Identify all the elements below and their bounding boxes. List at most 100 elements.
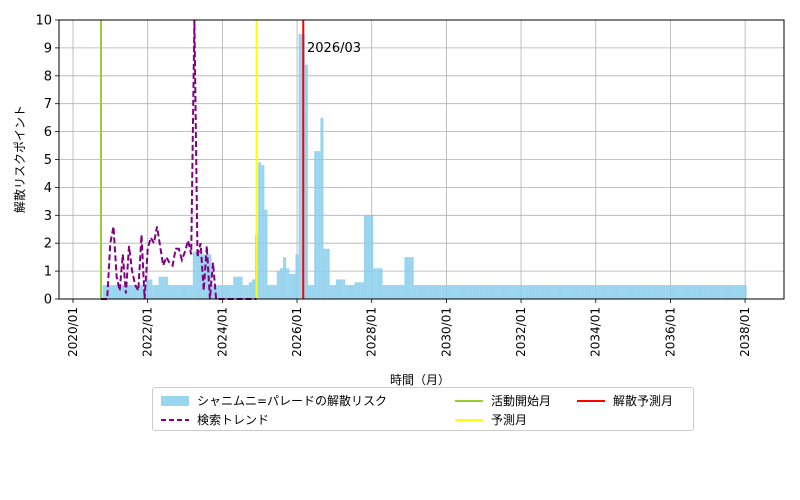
- risk-bar: [615, 285, 620, 299]
- risk-bar: [416, 285, 420, 299]
- risk-bar: [482, 285, 486, 299]
- risk-bar: [286, 268, 290, 299]
- risk-bar: [662, 285, 666, 299]
- risk-bar: [531, 285, 536, 299]
- risk-bar: [619, 285, 623, 299]
- risk-bar: [563, 285, 567, 299]
- legend-label-start: 活動開始月: [491, 394, 552, 408]
- risk-bar: [441, 285, 445, 299]
- risk-bar: [267, 285, 271, 299]
- risk-bar: [715, 285, 719, 299]
- risk-bar: [435, 285, 439, 299]
- risk-bar: [724, 285, 728, 299]
- risk-bar: [432, 285, 436, 299]
- legend-label-risk: シャニムニ=パレードの解散リスク: [197, 394, 388, 408]
- risk-bar: [687, 285, 691, 299]
- risk-bar: [559, 285, 564, 299]
- risk-bar: [522, 285, 526, 299]
- risk-bar: [314, 151, 318, 299]
- risk-bar: [737, 285, 741, 299]
- risk-bar: [230, 285, 234, 299]
- risk-bar: [351, 285, 355, 299]
- risk-bar: [488, 285, 492, 299]
- risk-bar: [525, 285, 529, 299]
- risk-bar: [566, 285, 570, 299]
- risk-bar: [304, 64, 308, 299]
- legend-swatch-forecast: [455, 418, 483, 421]
- risk-bar: [398, 285, 402, 299]
- y-tick-label: 3: [44, 209, 52, 224]
- risk-bar: [283, 257, 287, 299]
- x-tick-label: 2036/01: [663, 307, 677, 357]
- risk-bar: [538, 285, 542, 299]
- risk-bar: [295, 254, 299, 299]
- risk-bar: [102, 285, 106, 299]
- risk-bar: [199, 254, 203, 299]
- risk-bar: [647, 285, 651, 299]
- risk-bar: [220, 285, 224, 299]
- risk-bar: [612, 285, 616, 299]
- risk-bar: [307, 285, 312, 299]
- risk-bar: [360, 282, 364, 299]
- risk-bar: [164, 276, 168, 299]
- risk-bar: [600, 285, 604, 299]
- risk-bar: [146, 279, 150, 299]
- risk-bar: [167, 285, 172, 299]
- risk-bar: [693, 285, 697, 299]
- risk-bar: [248, 282, 252, 299]
- risk-bar: [519, 285, 523, 299]
- risk-bar: [491, 285, 495, 299]
- risk-bar: [485, 285, 489, 299]
- plot-frame: [58, 19, 785, 300]
- legend: シャニムニ=パレードの解散リスク 検索トレンド 活動開始月 予測月 解散予測月: [152, 387, 694, 431]
- legend-item-trend: 検索トレンド: [161, 411, 269, 428]
- risk-bar: [451, 285, 455, 299]
- risk-bar: [388, 285, 392, 299]
- risk-bar: [186, 285, 190, 299]
- risk-bar: [276, 271, 280, 299]
- x-tick-label: 2038/01: [738, 307, 752, 357]
- legend-swatch-trend: [161, 418, 189, 421]
- legend-swatch-start: [455, 399, 483, 402]
- risk-bar: [121, 285, 125, 299]
- risk-bar: [631, 285, 635, 299]
- risk-bar: [581, 285, 585, 299]
- risk-bar: [289, 273, 293, 299]
- risk-bar: [258, 162, 262, 299]
- risk-bar: [625, 285, 629, 299]
- risk-bar: [264, 209, 268, 299]
- x-tick-label: 2020/01: [66, 307, 80, 357]
- risk-bar: [731, 285, 735, 299]
- risk-bar: [195, 251, 200, 299]
- risk-bar: [217, 285, 221, 299]
- risk-bar: [569, 285, 573, 299]
- risk-bar: [208, 254, 212, 299]
- risk-bar: [696, 285, 700, 299]
- legend-swatch-risk: [161, 395, 189, 406]
- risk-bar: [690, 285, 694, 299]
- risk-bar: [497, 285, 501, 299]
- grid: [59, 19, 784, 300]
- risk-bar: [236, 276, 240, 299]
- risk-bar: [261, 165, 265, 299]
- y-tick-label: 4: [44, 181, 52, 196]
- risk-bar: [603, 285, 607, 299]
- risk-bar: [323, 248, 327, 299]
- risk-bar: [410, 257, 414, 299]
- risk-bar: [211, 285, 215, 299]
- risk-bar: [503, 285, 508, 299]
- legend-item-start: 活動開始月: [455, 392, 551, 409]
- risk-bar: [317, 151, 321, 299]
- risk-bar: [516, 285, 520, 299]
- risk-bar: [681, 285, 685, 299]
- risk-bar: [251, 279, 256, 299]
- risk-bar: [637, 285, 641, 299]
- risk-bar: [454, 285, 458, 299]
- risk-bar: [298, 33, 302, 299]
- x-tick-label: 2026/01: [290, 307, 304, 357]
- risk-bar: [463, 285, 467, 299]
- risk-bar: [189, 285, 193, 299]
- risk-bar: [460, 285, 464, 299]
- risk-bar: [115, 285, 119, 299]
- x-tick-label: 2028/01: [365, 307, 379, 357]
